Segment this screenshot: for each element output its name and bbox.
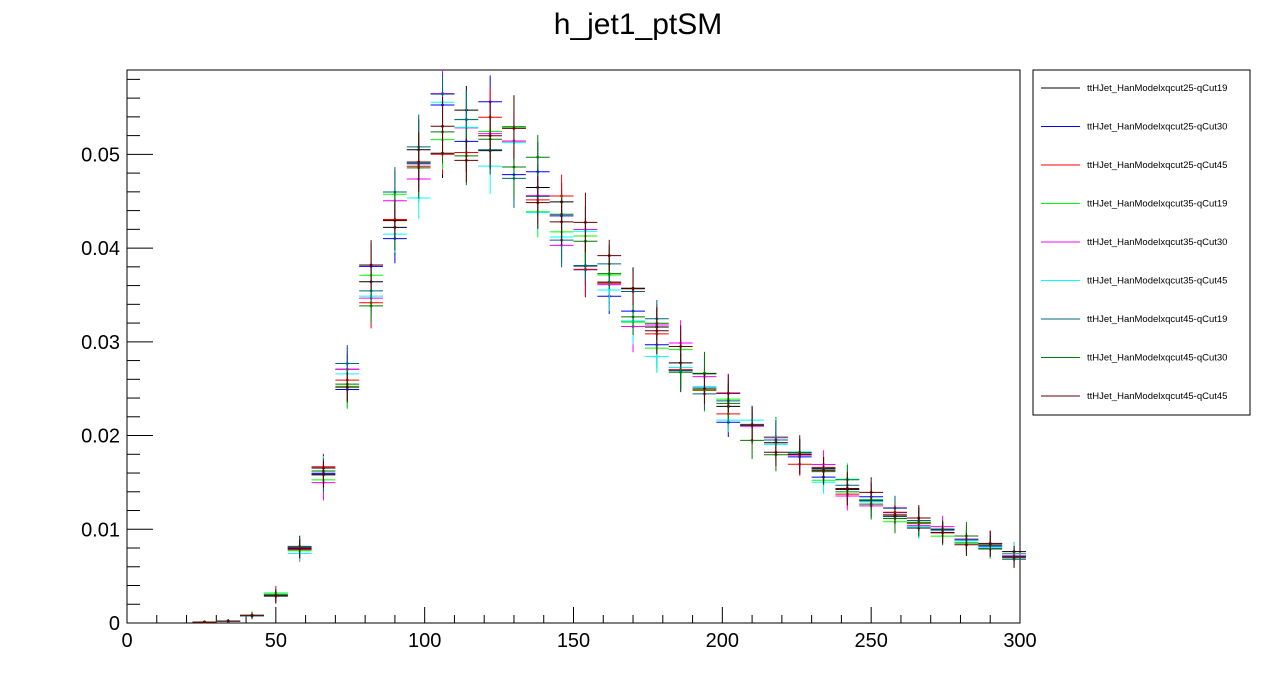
legend-label: ttHJet_HanModelxqcut35-qCut30 — [1087, 237, 1227, 248]
data-point — [869, 490, 873, 494]
series-1 — [192, 85, 1026, 624]
data-point — [464, 118, 468, 122]
x-tick-label: 100 — [408, 630, 441, 652]
legend-label: ttHJet_HanModelxqcut45-qCut30 — [1087, 353, 1227, 364]
data-point — [345, 385, 349, 389]
data-point — [774, 450, 778, 454]
data-point — [441, 92, 444, 96]
y-tick-label: 0.01 — [81, 519, 120, 541]
data-point — [536, 155, 540, 159]
y-axis: 0 0.01 0.02 0.03 0.04 0.05 — [81, 78, 153, 635]
x-tick-label: 150 — [557, 630, 590, 652]
data-point — [607, 288, 611, 292]
series-7 — [192, 73, 1026, 624]
legend-label: ttHJet_HanModelxqcut45-qCut19 — [1087, 314, 1227, 325]
data-point — [988, 542, 992, 546]
y-tick-label: 0.02 — [81, 426, 120, 448]
data-point — [322, 472, 325, 476]
legend-entry: ttHJet_HanModelxqcut45-qCut19 — [1041, 314, 1227, 325]
data-point — [393, 219, 397, 222]
data-point — [274, 594, 278, 598]
x-tick-label: 50 — [265, 630, 287, 652]
data-point — [536, 201, 540, 205]
legend-label: ttHJet_HanModelxqcut25-qCut19 — [1087, 83, 1227, 94]
data-point — [464, 158, 468, 162]
data-point — [845, 487, 849, 490]
data-point — [298, 547, 302, 551]
legend-entry: ttHJet_HanModelxqcut35-qCut45 — [1041, 276, 1227, 287]
legend-entry: ttHJet_HanModelxqcut45-qCut30 — [1041, 353, 1227, 364]
legend-entry: ttHJet_HanModelxqcut25-qCut19 — [1041, 83, 1227, 94]
data-point — [822, 468, 825, 472]
legend-label: ttHJet_HanModelxqcut25-qCut45 — [1087, 160, 1227, 171]
x-tick-label: 0 — [121, 630, 132, 652]
data-point — [417, 160, 421, 164]
x-tick-label: 300 — [1003, 630, 1036, 652]
legend-entry: ttHJet_HanModelxqcut25-qCut30 — [1041, 122, 1227, 133]
data-point — [703, 387, 706, 391]
data-point — [655, 355, 659, 358]
plot-frame — [126, 69, 1021, 624]
data-point — [369, 304, 373, 308]
data-point — [965, 543, 968, 547]
y-tick-label: 0.05 — [81, 144, 120, 166]
data-point — [917, 516, 921, 520]
data-point — [631, 315, 635, 319]
series-4 — [192, 91, 1026, 624]
data-point — [512, 165, 516, 169]
data-point — [726, 391, 730, 395]
data-point — [798, 452, 802, 456]
data-point — [631, 287, 635, 291]
data-point — [369, 263, 373, 267]
legend-entry: ttHJet_HanModelxqcut25-qCut45 — [1041, 160, 1227, 171]
legend-label: ttHJet_HanModelxqcut25-qCut30 — [1087, 122, 1227, 133]
series-5 — [192, 70, 1026, 624]
x-axis: 0 50 100 150 200 250 300 — [121, 607, 1037, 652]
data-point — [607, 254, 611, 257]
legend-label: ttHJet_HanModelxqcut45-qCut45 — [1087, 391, 1227, 402]
legend-label: ttHJet_HanModelxqcut35-qCut19 — [1087, 199, 1227, 210]
data-point — [488, 134, 492, 138]
data-point — [893, 513, 897, 517]
series-2 — [192, 75, 1026, 624]
data-point — [941, 531, 945, 534]
legend: ttHJet_HanModelxqcut25-qCut19 ttHJet_HanM… — [1032, 69, 1251, 416]
data-point — [750, 423, 754, 427]
data-point — [584, 221, 587, 224]
legend-entry: ttHJet_HanModelxqcut45-qCut45 — [1041, 391, 1227, 402]
data-point — [584, 264, 587, 267]
data-point — [607, 272, 611, 276]
data-point — [345, 362, 349, 365]
legend-entry: ttHJet_HanModelxqcut35-qCut19 — [1041, 199, 1227, 210]
series-6 — [192, 82, 1026, 624]
data-point — [250, 613, 254, 617]
data-point — [655, 329, 659, 333]
data-point — [679, 370, 683, 374]
data-point — [512, 126, 516, 130]
data-point — [679, 345, 683, 348]
data-point — [1012, 555, 1016, 559]
y-tick-label: 0.03 — [81, 332, 120, 354]
legend-entry: ttHJet_HanModelxqcut35-qCut30 — [1041, 237, 1227, 248]
data-point — [202, 620, 206, 624]
legend-label: ttHJet_HanModelxqcut35-qCut45 — [1087, 276, 1227, 287]
series-3 — [192, 87, 1026, 624]
series-8 — [192, 100, 1026, 624]
data-point — [560, 220, 563, 224]
y-tick-label: 0.04 — [81, 238, 120, 260]
legend-entries: ttHJet_HanModelxqcut25-qCut19 ttHJet_HanM… — [1041, 83, 1227, 402]
series-layer — [192, 70, 1026, 624]
data-point — [226, 619, 230, 623]
chart-title: h_jet1_ptSM — [554, 8, 722, 41]
x-tick-label: 250 — [854, 630, 887, 652]
y-tick-label: 0 — [109, 613, 120, 635]
data-point — [441, 124, 444, 128]
series-9 — [192, 97, 1026, 624]
x-tick-label: 200 — [706, 630, 739, 652]
